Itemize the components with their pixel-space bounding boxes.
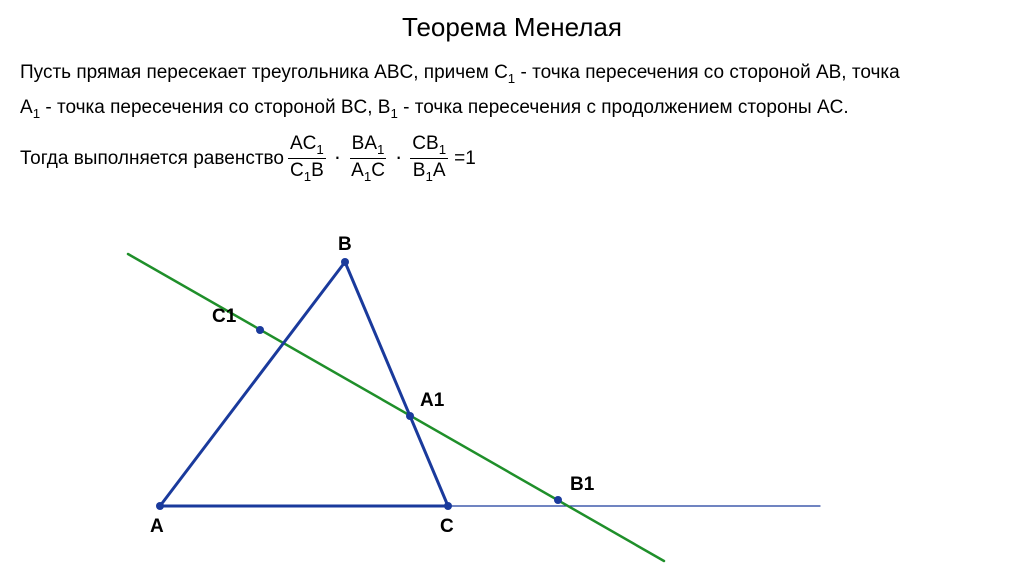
text-line-1: Пусть прямая пересекает треугольника ABC… <box>20 57 1004 90</box>
dot-2: · <box>391 144 406 170</box>
f1ds: 1 <box>304 169 311 184</box>
f3ds: 1 <box>425 169 432 184</box>
formula: AC1 C1B · BA1 A1C · CB1 B1A =1 <box>288 132 476 186</box>
f1ns: 1 <box>316 142 323 157</box>
t2sub1: 1 <box>33 106 40 121</box>
frac-2: BA1 A1C <box>349 132 387 186</box>
theorem-text: Пусть прямая пересекает треугольника ABC… <box>0 43 1024 186</box>
t2b: - точка пересечения со стороной BC, B <box>40 97 390 118</box>
f2db: C <box>371 160 385 181</box>
f3n: CB <box>412 133 438 154</box>
f1n: AC <box>290 133 316 154</box>
point-label-a: A <box>150 516 164 538</box>
f3da: B <box>413 160 426 181</box>
t2a: A <box>20 97 33 118</box>
point-label-b: B <box>338 234 352 256</box>
point-label-b1: B1 <box>570 474 594 496</box>
text-line-3: Тогда выполняется равенство AC1 C1B · BA… <box>20 132 1004 186</box>
f3ns: 1 <box>439 142 446 157</box>
t2c: - точка пересечения с продолжением сторо… <box>398 97 849 118</box>
t3: Тогда выполняется равенство <box>20 148 284 170</box>
point-label-c1: C1 <box>212 306 236 328</box>
dot-1: · <box>330 144 345 170</box>
diagram: A B C C1 A1 B1 <box>0 228 1024 574</box>
text-line-2: A1 - точка пересечения со стороной BC, B… <box>20 92 1004 125</box>
f3db: A <box>433 160 446 181</box>
frac-3: CB1 B1A <box>410 132 448 186</box>
t1a: Пусть прямая пересекает треугольника ABC… <box>20 62 508 83</box>
f1db: B <box>311 160 324 181</box>
point-label-a1: A1 <box>420 390 444 412</box>
eq: =1 <box>452 148 476 170</box>
f1da: C <box>290 160 304 181</box>
f2n: BA <box>352 133 377 154</box>
t2sub2: 1 <box>390 106 397 121</box>
f2ns: 1 <box>377 142 384 157</box>
page-title: Теорема Менелая <box>0 0 1024 43</box>
f2da: A <box>351 160 364 181</box>
t1b: - точка пересечения со стороной AB, точк… <box>515 62 900 83</box>
point-label-c: C <box>440 516 454 538</box>
frac-1: AC1 C1B <box>288 132 326 186</box>
